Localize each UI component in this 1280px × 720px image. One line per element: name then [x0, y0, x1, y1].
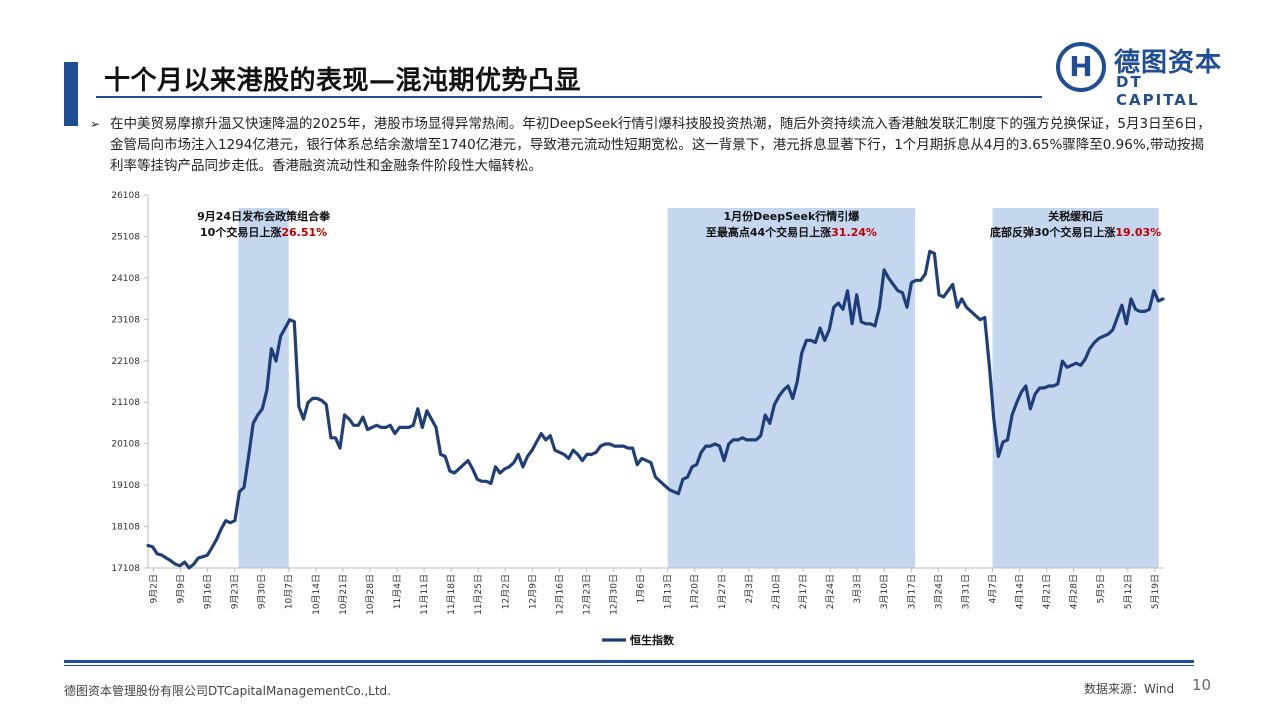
company-logo: H 德图资本 DT CAPITAL	[1056, 40, 1226, 109]
title-accent-bar	[64, 62, 78, 126]
y-tick-label: 17108	[111, 564, 140, 574]
x-tick-label: 12月23日	[581, 574, 592, 615]
y-tick-label: 25108	[111, 232, 140, 242]
legend-label: 恒生指数	[630, 633, 675, 647]
footer-company: 德图资本管理股份有限公司DTCapitalManagementCo.,Ltd.	[64, 684, 391, 698]
x-tick-label: 2月10日	[771, 574, 782, 609]
x-tick-label: 1月20日	[690, 574, 701, 609]
x-tick-label: 11月4日	[392, 574, 403, 609]
x-tick-label: 9月9日	[175, 574, 186, 603]
y-tick-label: 20108	[111, 440, 140, 450]
summary-text: 在中美贸易摩擦升温又快速降温的2025年，港股市场显得异常热闹。年初DeepSe…	[110, 116, 1211, 174]
y-tick-label: 19108	[111, 481, 140, 491]
logo-chinese-name: 德图资本	[1114, 48, 1223, 78]
x-tick-label: 10月21日	[338, 574, 349, 615]
shaded-periods	[238, 208, 1159, 568]
annotations: 9月24日发布会政策组合拳 10个交易日上涨26.51% 1月份DeepSeek行情…	[197, 209, 1161, 239]
y-axis: 17108 18108 19108 20108 21108 22108 23108 24108…	[111, 191, 149, 574]
y-tick-label: 22108	[111, 357, 140, 367]
bullet-arrow-icon: ➢	[90, 117, 101, 131]
hsi-line-chart: 17108 18108 19108 20108 21108 22108 23108 24108…	[111, 191, 1165, 647]
x-tick-label: 2月24日	[825, 574, 836, 609]
x-tick-label: 4月14日	[1015, 574, 1026, 609]
annotation-line1: 9月24日发布会政策组合拳	[197, 209, 331, 223]
footer-rule-thin	[64, 665, 1194, 666]
x-tick-label: 2月17日	[798, 574, 809, 609]
x-tick-label: 12月30日	[609, 574, 620, 615]
shaded-region-1	[238, 208, 289, 568]
annotation-line2: 10个交易日上涨26.51%	[200, 225, 327, 239]
x-tick-label: 3月31日	[960, 574, 971, 609]
x-tick-label: 12月16日	[554, 574, 565, 615]
data-source: 数据来源：Wind	[1084, 682, 1175, 696]
y-tick-label: 23108	[111, 315, 140, 325]
x-tick-label: 4月7日	[987, 574, 998, 603]
x-axis: 9月2日 9月9日 9月16日 9月23日 9月30日 10月7日 10月14日 10月21日…	[148, 567, 1163, 615]
x-tick-label: 4月28日	[1069, 574, 1080, 609]
x-tick-label: 5月12日	[1123, 574, 1134, 609]
x-tick-label: 1月13日	[663, 574, 674, 609]
x-tick-label: 9月16日	[203, 574, 214, 609]
x-tick-label: 11月18日	[446, 574, 457, 615]
title-underline	[96, 96, 1042, 98]
x-tick-label: 11月11日	[419, 574, 430, 615]
x-tick-label: 1月6日	[636, 574, 647, 603]
x-tick-label: 1月27日	[717, 574, 728, 609]
series-line-hsi	[146, 249, 1165, 570]
annotation-line1: 1月份DeepSeek行情引爆	[724, 209, 861, 223]
x-tick-label: 3月17日	[906, 574, 917, 609]
page-title: 十个月以来港股的表现—混沌期优势凸显	[104, 66, 582, 96]
x-tick-label: 10月7日	[284, 574, 295, 609]
x-tick-label: 3月10日	[879, 574, 890, 609]
y-tick-label: 18108	[111, 523, 140, 533]
y-tick-label: 24108	[111, 274, 140, 284]
footer-rule	[64, 660, 1194, 663]
x-tick-label: 12月9日	[527, 574, 538, 609]
y-tick-label: 26108	[111, 191, 140, 201]
x-tick-label: 3月3日	[852, 574, 863, 603]
x-tick-label: 11月25日	[473, 574, 484, 615]
x-tick-label: 10月14日	[311, 574, 322, 615]
page-number: 10	[1192, 676, 1212, 694]
annotation-line2: 至最高点44个交易日上涨31.24%	[706, 225, 877, 239]
x-tick-label: 12月2日	[500, 574, 511, 609]
x-tick-label: 9月23日	[230, 574, 241, 609]
logo-glyph: H	[1069, 50, 1093, 83]
annotation-line2: 底部反弹30个交易日上涨19.03%	[990, 225, 1161, 239]
summary-paragraph: ➢ 在中美贸易摩擦升温又快速降温的2025年，港股市场显得异常热闹。年初Deep…	[90, 114, 1212, 177]
shaded-region-3	[992, 208, 1159, 568]
legend: 恒生指数	[602, 633, 675, 647]
series-layer	[146, 249, 1165, 570]
y-tick-label: 21108	[111, 398, 140, 408]
x-tick-label: 5月19日	[1150, 574, 1161, 609]
x-tick-label: 5月5日	[1096, 574, 1107, 603]
x-tick-label: 4月21日	[1042, 574, 1053, 609]
x-tick-label: 10月28日	[365, 574, 376, 615]
x-tick-label: 9月30日	[257, 574, 268, 609]
shaded-region-2	[667, 208, 916, 568]
x-tick-label: 2月3日	[744, 574, 755, 603]
x-tick-label: 3月24日	[933, 574, 944, 609]
annotation-line1: 关税缓和后	[1048, 209, 1103, 223]
logo-mark-icon: H	[1056, 42, 1106, 92]
logo-english-name: DT CAPITAL	[1116, 73, 1200, 109]
x-tick-label: 9月2日	[148, 574, 159, 603]
